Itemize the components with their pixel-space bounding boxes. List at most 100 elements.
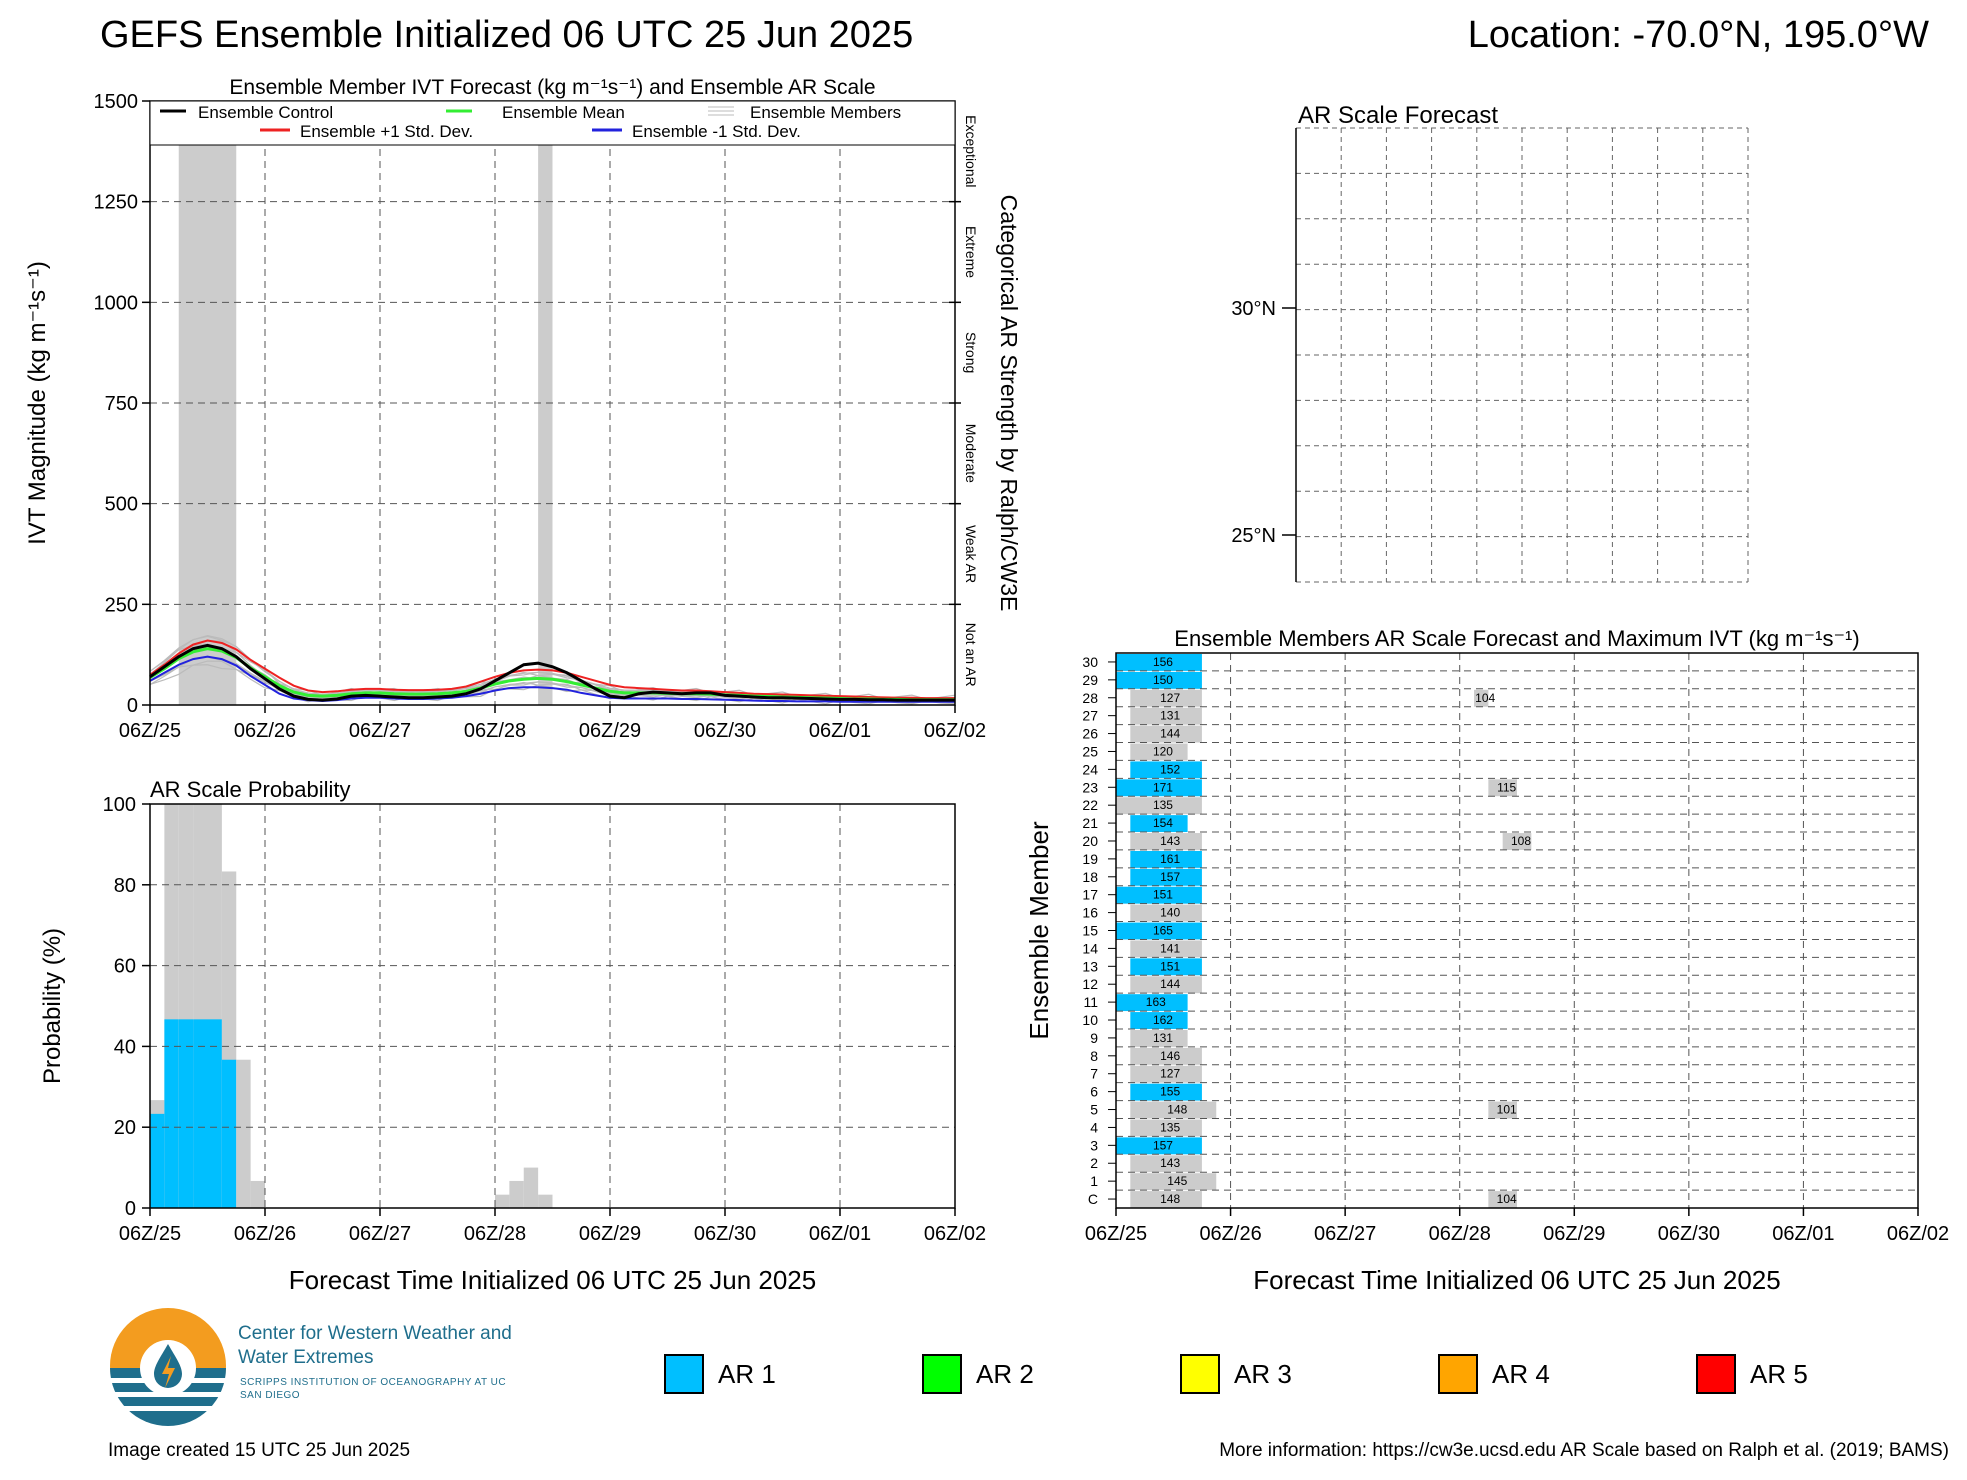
member-row-label: 27	[1082, 708, 1098, 724]
member-row-label: 25	[1082, 743, 1098, 759]
member-bar-gray	[1130, 1191, 1202, 1208]
member-bar-gray	[1488, 1191, 1517, 1208]
member-row-label: 10	[1082, 1012, 1098, 1028]
member-max-ivt-label: 108	[1511, 834, 1531, 848]
org-name: Center for Western Weather and Water Ext…	[238, 1323, 512, 1368]
member-x-tick-label: 06Z/27	[1314, 1223, 1376, 1245]
legend-members-label: Ensemble Members	[750, 103, 901, 122]
prob-bar-ar1	[150, 1113, 165, 1208]
prob-frame	[149, 803, 956, 1209]
member-bar-ar1	[1116, 671, 1202, 689]
member-max-ivt-label: 165	[1153, 924, 1173, 938]
legend-ar1: AR 1	[664, 1354, 776, 1394]
ivt-x-tick-label: 06Z/28	[464, 720, 526, 742]
prob-bar-ar1	[221, 1059, 237, 1208]
prob-y-tick-label: 40	[114, 1036, 136, 1058]
member-max-ivt-label: 151	[1153, 888, 1173, 902]
member-max-ivt-label: 161	[1160, 852, 1180, 866]
ivt-category-label: Exceptional	[963, 115, 979, 187]
member-x-tick-label: 06Z/25	[1085, 1223, 1147, 1245]
prob-x-tick-label: 06Z/27	[349, 1223, 411, 1245]
ivt-y-tick-label: 1250	[94, 192, 139, 214]
prob-bar-gray	[523, 1167, 539, 1208]
ivt-x-tick-label: 06Z/26	[234, 720, 296, 742]
prob-x-tick-label: 06Z/28	[464, 1223, 526, 1245]
member-y-axis-label: Ensemble Member	[1024, 821, 1054, 1040]
legend-label-ar4: AR 4	[1492, 1358, 1550, 1389]
member-bar-gray	[1130, 1047, 1202, 1065]
member-bar-gray	[1130, 743, 1188, 761]
prob-bar-ar1	[164, 1019, 179, 1208]
member-x-tick-label: 06Z/02	[1887, 1223, 1949, 1245]
legend-label-ar2: AR 2	[976, 1358, 1034, 1389]
member-bar-gray	[1130, 725, 1202, 743]
member-bar-gray	[1130, 833, 1202, 850]
member-row-label: 17	[1082, 887, 1098, 903]
map-lat-label: 25°N	[1231, 525, 1276, 547]
location-label: Location: -70.0°N, 195.0°W	[1467, 14, 1929, 56]
legend-swatch-ar4	[1438, 1354, 1478, 1394]
member-bar-gray	[1488, 1101, 1517, 1119]
member-bar-ar1	[1130, 761, 1202, 779]
member-max-ivt-label: 104	[1475, 691, 1495, 705]
ivt-series-plus	[149, 639, 955, 700]
prob-x-tick-label: 06Z/25	[119, 1223, 181, 1245]
member-bar-gray	[1130, 1029, 1188, 1047]
member-max-ivt-label: 143	[1160, 1156, 1180, 1170]
legend-control-label: Ensemble Control	[198, 103, 333, 122]
member-bar-ar1	[1130, 850, 1202, 868]
ivt-ar-bar	[538, 145, 553, 705]
member-row-label: 15	[1082, 923, 1098, 939]
legend-label-ar1: AR 1	[718, 1358, 776, 1389]
ivt-legend: Ensemble Control Ensemble Mean Ensemble Me…	[149, 100, 956, 146]
member-max-ivt-label: 141	[1160, 941, 1180, 955]
member-bar-gray	[1502, 833, 1532, 850]
member-bar-ar1	[1116, 886, 1202, 904]
prob-bar-gray	[250, 1180, 265, 1208]
prob-chart-title: AR Scale Probability	[150, 777, 351, 802]
prob-y-axis-label: Probability (%)	[39, 928, 66, 1084]
member-max-ivt-label: 148	[1167, 1103, 1187, 1117]
prob-x-tick-label: 06Z/26	[234, 1223, 296, 1245]
prob-bar-gray	[236, 1059, 251, 1208]
page-title: GEFS Ensemble Initialized 06 UTC 25 Jun …	[100, 14, 914, 56]
ivt-series-control	[149, 643, 955, 702]
prob-bar-gray	[495, 1194, 510, 1208]
prob-y-tick-label: 60	[114, 956, 136, 978]
prob-x-tick-label: 06Z/01	[809, 1223, 871, 1245]
legend-swatch-ar3	[1180, 1354, 1220, 1394]
more-info-text: More information: https://cw3e.ucsd.edu …	[1219, 1440, 1949, 1461]
legend-ar4: AR 4	[1438, 1354, 1550, 1394]
member-max-ivt-label: 131	[1160, 709, 1180, 723]
member-row-label: 19	[1082, 851, 1098, 867]
member-row-label: 3	[1090, 1137, 1098, 1153]
member-x-tick-label: 06Z/01	[1772, 1223, 1834, 1245]
member-max-ivt-label: 150	[1153, 673, 1173, 687]
member-row-label: 12	[1082, 976, 1098, 992]
member-row-label: 9	[1090, 1030, 1098, 1046]
member-bar-ar1	[1130, 958, 1202, 976]
member-row-label: 23	[1082, 779, 1098, 795]
member-max-ivt-label: 157	[1160, 870, 1180, 884]
member-max-ivt-label: 135	[1153, 798, 1173, 812]
ivt-y-tick-label: 750	[105, 393, 138, 415]
member-row-label: 13	[1082, 958, 1098, 974]
member-max-ivt-label: 144	[1160, 727, 1180, 741]
member-bar-ar1	[1116, 779, 1202, 797]
member-max-ivt-label: 120	[1153, 744, 1173, 758]
prob-y-tick-label: 100	[103, 794, 136, 816]
ivt-y-tick-label: 500	[105, 494, 138, 516]
member-row-label: 5	[1090, 1102, 1098, 1118]
member-row-label: 26	[1082, 726, 1098, 742]
member-row-label: 8	[1090, 1048, 1098, 1064]
member-max-ivt-label: 148	[1160, 1192, 1180, 1206]
prob-x-axis-label: Forecast Time Initialized 06 UTC 25 Jun …	[289, 1265, 816, 1295]
legend-swatch-ar5	[1696, 1354, 1736, 1394]
member-bar-gray	[1130, 976, 1202, 994]
prob-y-tick-label: 20	[114, 1117, 136, 1139]
member-bar-ar1	[1116, 654, 1202, 671]
ivt-legend-box	[149, 100, 956, 146]
ivt-ar-bar	[178, 145, 237, 705]
member-row-label: 16	[1082, 905, 1098, 921]
member-max-ivt-label: 156	[1153, 655, 1173, 669]
